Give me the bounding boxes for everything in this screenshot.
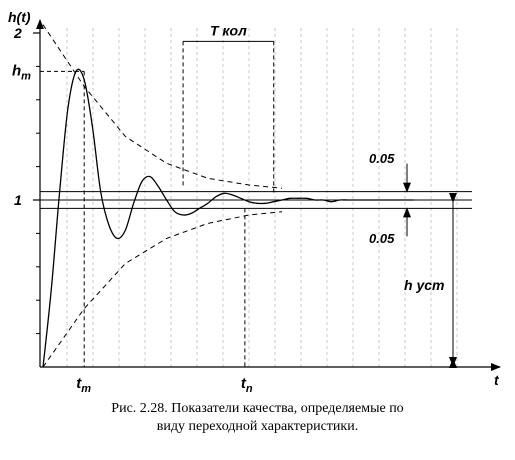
grid [66, 28, 458, 367]
steady-state-label: h уст [404, 277, 444, 293]
hm-label: hm [12, 62, 31, 82]
y-tick-label: 2 [13, 25, 22, 41]
delta-top-label: 0.05 [369, 151, 395, 166]
labels: h(t) t 2 1 hm tm tn T кол 0.05 0.05 h уст [8, 9, 500, 395]
axes [33, 19, 501, 371]
transient-curve [42, 68, 414, 368]
y-tick-label: 1 [14, 192, 22, 208]
envelope-upper [42, 24, 283, 189]
tm-label: tm [76, 375, 91, 395]
envelope-lower [42, 211, 283, 368]
y-axis-label: h(t) [8, 9, 31, 25]
caption-line-1: Рис. 2.28. Показатели качества, определя… [111, 401, 404, 416]
series-line [42, 68, 414, 368]
caption-line-2: виду переходной характеристики. [156, 419, 359, 434]
tn-label: tn [241, 375, 253, 395]
guide-lines [40, 40, 457, 368]
period-label: T кол [210, 22, 247, 38]
delta-bottom-label: 0.05 [369, 231, 395, 246]
x-axis-label: t [494, 372, 500, 388]
envelope-lines [42, 24, 283, 368]
